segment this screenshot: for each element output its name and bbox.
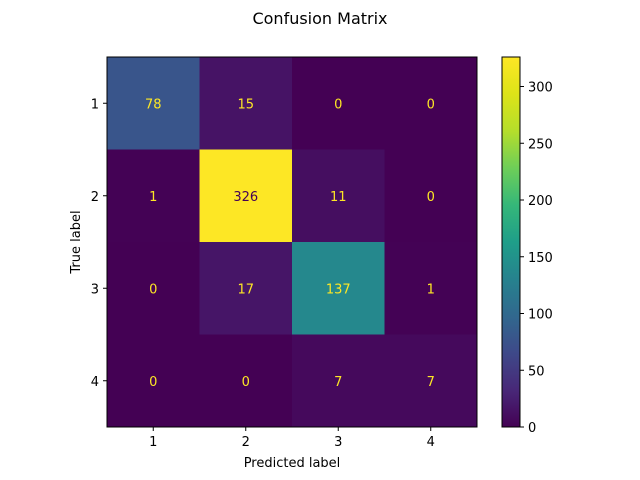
heatmap-cell: [384, 334, 478, 428]
heatmap-cell: [292, 149, 385, 243]
x-tick-label: 3: [334, 435, 342, 450]
y-axis-label: True label: [69, 210, 84, 274]
cell-value-label: 11: [330, 190, 347, 205]
cell-value-label: 78: [145, 97, 162, 112]
heatmap-cell: [107, 334, 200, 428]
cell-value-label: 0: [242, 375, 250, 390]
cell-value-label: 1: [149, 190, 157, 205]
heatmap-cell: [199, 242, 293, 335]
colorbar-tick-label: 150: [528, 251, 553, 266]
cell-value-label: 7: [334, 375, 342, 390]
y-tick-label: 1: [91, 97, 99, 112]
y-axis-ticks: 1 2 3 4: [91, 97, 107, 390]
chart-title: Confusion Matrix: [252, 9, 387, 28]
heatmap-cell: [199, 149, 293, 243]
colorbar: [501, 56, 521, 428]
x-tick-label: 2: [242, 435, 250, 450]
heatmap-cells: [107, 57, 478, 428]
cell-value-label: 7: [427, 375, 435, 390]
colorbar-tick-label: 0: [528, 421, 536, 436]
cell-value-label: 0: [334, 97, 342, 112]
colorbar-tick-label: 100: [528, 308, 553, 323]
colorbar-ticks: 0 50 100 150 200 250 300: [520, 81, 553, 436]
cell-value-label: 0: [149, 375, 157, 390]
cell-value-label: 137: [326, 282, 351, 297]
y-tick-label: 3: [91, 282, 99, 297]
heatmap-cell: [292, 334, 385, 428]
plot-frame: [106, 56, 478, 428]
heatmap-cell: [292, 242, 385, 335]
x-tick-label: 4: [427, 435, 435, 450]
heatmap-cell: [384, 149, 478, 243]
colorbar-tick-label: 250: [528, 137, 553, 152]
colorbar-tick-label: 50: [528, 364, 545, 379]
cell-value-label: 0: [427, 190, 435, 205]
heatmap-cell-labels: 78 15 0 0 1 326 11 0 0 17 137 1 0 0 7 7: [145, 97, 435, 390]
cell-value-label: 0: [149, 282, 157, 297]
heatmap-cell: [199, 57, 293, 150]
cell-value-label: 0: [427, 97, 435, 112]
heatmap-cell: [199, 334, 293, 428]
cell-value-label: 1: [427, 282, 435, 297]
x-axis-label: Predicted label: [244, 456, 341, 471]
x-axis-ticks: 1 2 3 4: [149, 427, 435, 450]
colorbar-tick-label: 300: [528, 81, 553, 96]
y-tick-label: 4: [91, 375, 99, 390]
cell-value-label: 15: [237, 97, 254, 112]
heatmap-cell: [384, 57, 478, 150]
heatmap-cell: [107, 57, 200, 150]
cell-value-label: 326: [233, 190, 258, 205]
x-tick-label: 1: [149, 435, 157, 450]
y-tick-label: 2: [91, 190, 99, 205]
heatmap-cell: [107, 242, 200, 335]
cell-value-label: 17: [237, 282, 254, 297]
colorbar-tick-label: 200: [528, 194, 553, 209]
heatmap-cell: [107, 149, 200, 243]
heatmap-cell: [292, 57, 385, 150]
heatmap-cell: [384, 242, 478, 335]
